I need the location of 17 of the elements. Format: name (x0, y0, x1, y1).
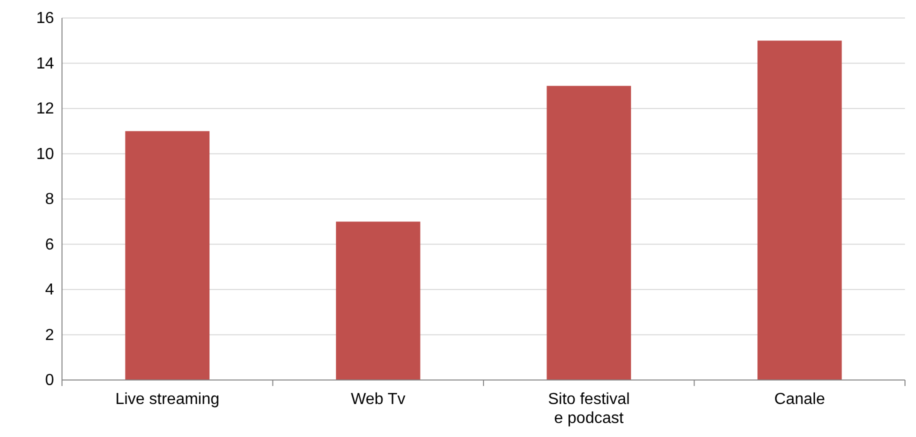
y-tick-label: 6 (45, 236, 54, 254)
y-tick-label: 8 (45, 191, 54, 208)
x-tick-label: Live streaming (115, 391, 220, 408)
y-tick-label: 12 (36, 100, 54, 118)
y-tick-label: 14 (36, 55, 54, 72)
y-tick-label: 10 (36, 146, 54, 163)
bar (336, 222, 420, 380)
bar (125, 131, 210, 380)
y-tick-label: 4 (45, 282, 54, 299)
bar (757, 40, 842, 380)
y-tick-label: 0 (45, 372, 54, 390)
bar (546, 86, 632, 380)
y-tick-label: 16 (36, 10, 54, 28)
x-tick-label: Canale (774, 391, 826, 408)
x-tick-label: Web Tv (350, 391, 406, 408)
y-tick-label: 2 (45, 326, 54, 344)
x-tick-label: Sito festival e podcast (548, 391, 630, 427)
